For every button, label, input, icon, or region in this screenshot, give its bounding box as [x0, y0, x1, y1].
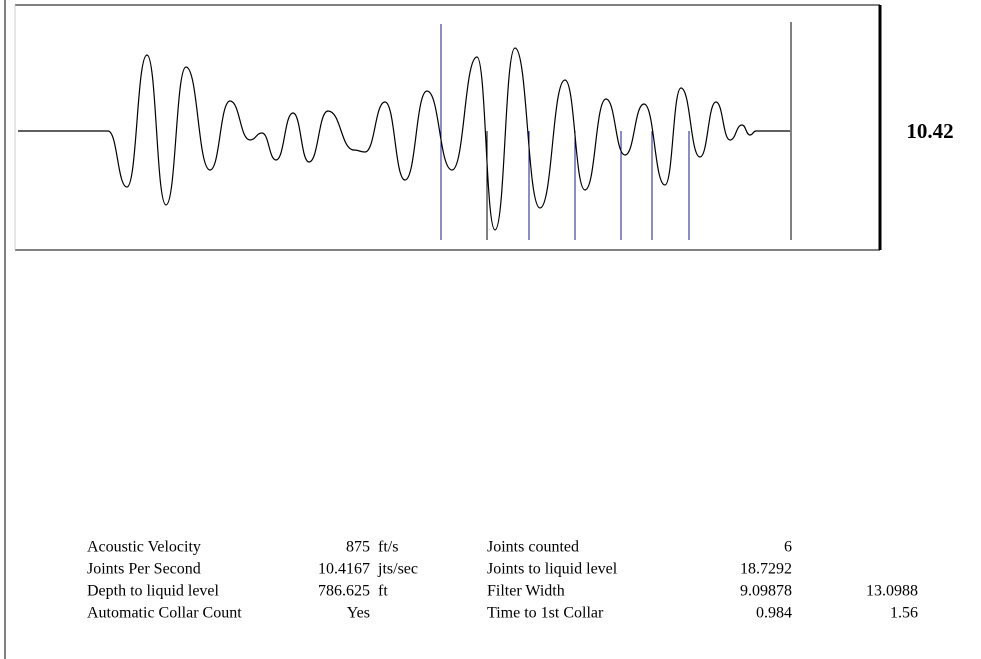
- table-label2: Time to 1st Collar: [487, 605, 604, 622]
- table-value2: 0.984: [756, 605, 792, 622]
- table-value2: 18.7292: [740, 561, 792, 578]
- table-label: Depth to liquid level: [87, 583, 220, 600]
- collar-markers: [440, 24, 690, 240]
- display-value: 10.42: [906, 119, 953, 143]
- waveform: [18, 47, 790, 231]
- table-label: Automatic Collar Count: [87, 605, 242, 622]
- table-value: Yes: [347, 605, 370, 622]
- table-value3: 1.56: [890, 605, 918, 622]
- table-unit: jts/sec: [377, 561, 418, 578]
- table-value2: 9.09878: [740, 583, 792, 600]
- waveform-panel: [14, 4, 882, 251]
- results-table: Acoustic Velocity 875 ft/s Joints counted 6 J…: [87, 539, 918, 622]
- table-label: Acoustic Velocity: [87, 539, 201, 556]
- table-unit: ft: [378, 583, 388, 600]
- table-label2: Joints counted: [487, 539, 579, 556]
- table-value: 875: [346, 539, 370, 556]
- table-label2: Filter Width: [487, 583, 565, 600]
- table-value3: 13.0988: [866, 583, 918, 600]
- table-unit: ft/s: [378, 539, 398, 556]
- table-label2: Joints to liquid level: [487, 561, 618, 578]
- table-value: 10.4167: [318, 561, 370, 578]
- table-label: Joints Per Second: [87, 561, 201, 578]
- table-value: 786.625: [318, 583, 370, 600]
- table-value2: 6: [784, 539, 792, 556]
